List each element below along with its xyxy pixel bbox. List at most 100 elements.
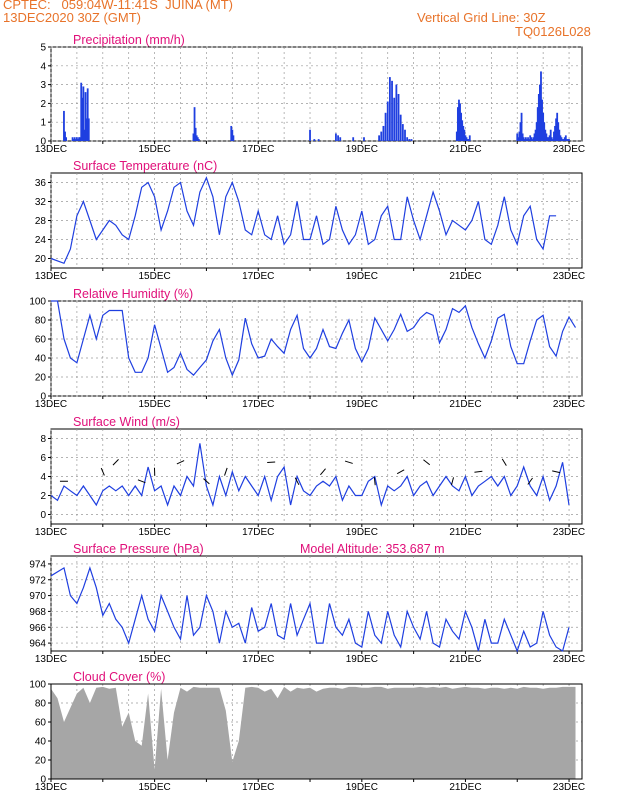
header-station-line: CPTEC: 059:04W-11:41S JUINA (MT) (3, 0, 233, 12)
precip-bar (378, 135, 380, 141)
precip-bar (393, 97, 396, 141)
precip-bar (337, 135, 339, 141)
precip-bar (516, 133, 519, 141)
wind-arrow (224, 467, 228, 476)
pressure-xtick-label: 13DEC (35, 654, 67, 665)
precip-bar (408, 139, 411, 141)
precip-bar (313, 139, 316, 141)
precip-bar (230, 125, 233, 141)
pressure-ytick-label: 966 (29, 623, 46, 634)
precip-bar (541, 99, 543, 141)
precip-bar (391, 80, 393, 141)
temp-xtick-label: 23DEC (553, 271, 585, 282)
precip-bar (71, 137, 74, 141)
precip-bar (79, 137, 82, 141)
precip-bar (558, 129, 561, 141)
pressure-ytick-label: 972 (29, 575, 46, 586)
wind-arrow (112, 459, 119, 466)
precip-bar (533, 133, 536, 141)
precip-bar (464, 135, 467, 141)
pressure-xtick-label: 17DEC (242, 654, 274, 665)
pressure-ytick-label: 964 (29, 639, 46, 650)
precip-bar (519, 122, 522, 141)
precip-bar (81, 97, 84, 141)
precip-bar (529, 135, 532, 141)
cloud-ytick-label: 40 (35, 737, 47, 748)
precip-bar (80, 82, 83, 141)
wind-arrow (474, 470, 483, 473)
rh-ytick-label: 0 (40, 392, 46, 403)
rh-title: Relative Humidity (%) (73, 287, 193, 301)
wind-arrow (450, 477, 455, 486)
precip-bar (197, 139, 200, 141)
precip-bar (518, 131, 521, 141)
precip-bar (564, 135, 567, 141)
precip-bar (386, 101, 389, 141)
precip-xtick-label: 15DEC (138, 144, 170, 155)
pressure-frame (50, 555, 583, 652)
temp-series-line (50, 176, 557, 265)
header-grid-line-note: Vertical Grid Line: 30Z (417, 10, 546, 25)
precip-frame (50, 46, 583, 142)
cloud-xtick-label: 23DEC (553, 782, 585, 793)
precip-bar (556, 112, 559, 141)
precip-bar (192, 133, 195, 141)
precip-bar (455, 131, 458, 141)
cloud-ytick-label: 80 (35, 699, 47, 710)
cloud-xtick-label: 19DEC (346, 782, 378, 793)
wind-xtick-label: 13DEC (35, 527, 67, 538)
pressure-xtick-label: 19DEC (346, 654, 378, 665)
precip-ytick-label: 4 (40, 61, 46, 72)
precip-bar (87, 118, 90, 141)
rh-ytick-label: 40 (35, 354, 47, 365)
cloud-ytick-label: 100 (29, 680, 46, 691)
precip-bar (530, 137, 533, 141)
precip-bar (309, 129, 311, 141)
precip-bar (456, 107, 459, 141)
rh-ytick-label: 20 (35, 373, 47, 384)
cloud-xtick-label: 15DEC (138, 782, 170, 793)
precip-bar (563, 137, 566, 141)
precip-bar (84, 92, 87, 141)
precip-bar (536, 107, 539, 141)
precip-bar (468, 135, 471, 141)
precip-bar (459, 103, 461, 141)
wind-arrow (176, 460, 185, 465)
precip-bar (460, 112, 463, 141)
precip-bar (565, 139, 568, 141)
temp-ytick-label: 20 (35, 254, 47, 265)
wind-arrow (373, 477, 376, 486)
pressure-xtick-label: 21DEC (449, 654, 481, 665)
wind-arrow (396, 469, 405, 475)
precip-bar (544, 129, 547, 141)
precip-bar (528, 139, 531, 141)
precip-bar (467, 139, 470, 141)
wind-xtick-label: 15DEC (138, 527, 170, 538)
temp-xtick-label: 15DEC (138, 271, 170, 282)
precip-bar (232, 135, 235, 141)
precip-bar (526, 139, 528, 141)
wind-arrow (423, 459, 431, 466)
precip-bar (384, 112, 387, 141)
cloud-cover-area (51, 686, 576, 779)
precip-bar (397, 94, 400, 141)
temp-ytick-label: 36 (35, 178, 47, 189)
precip-bar (543, 122, 546, 141)
precip-bar (458, 99, 460, 141)
precip-bar (86, 88, 89, 141)
precip-bar (335, 133, 337, 141)
precip-bar (553, 131, 555, 141)
temp-xtick-label: 13DEC (35, 271, 67, 282)
precip-bar (527, 137, 529, 141)
rh-xtick-label: 15DEC (138, 399, 170, 410)
header-model-id: TQ0126L028 (515, 24, 591, 39)
rh-ytick-label: 80 (35, 316, 47, 327)
precip-bar (196, 137, 199, 141)
temp-xtick-label: 21DEC (449, 271, 481, 282)
precip-bar (463, 129, 466, 141)
precip-ytick-label: 3 (40, 80, 46, 91)
precip-bar (83, 129, 86, 141)
precip-bar (555, 118, 557, 141)
wind-arrow (294, 477, 300, 486)
wind-ytick-label: 2 (40, 491, 46, 502)
